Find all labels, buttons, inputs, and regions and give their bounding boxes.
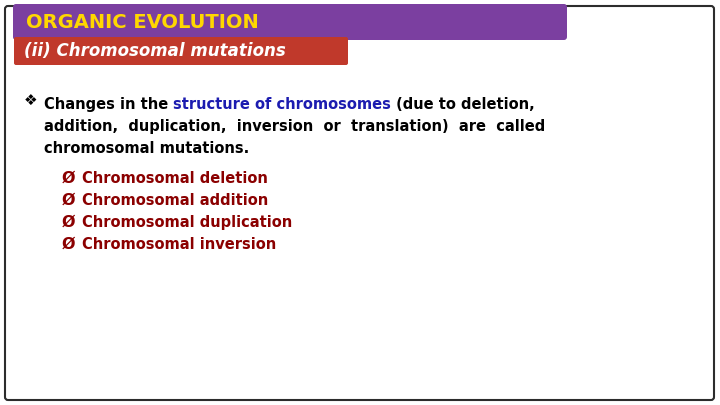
Text: (due to deletion,: (due to deletion, <box>391 97 535 112</box>
Text: (ii) Chromosomal mutations: (ii) Chromosomal mutations <box>24 42 286 60</box>
Text: ORGANIC EVOLUTION: ORGANIC EVOLUTION <box>26 13 258 32</box>
Text: Chromosomal deletion: Chromosomal deletion <box>82 171 268 186</box>
FancyBboxPatch shape <box>5 6 714 400</box>
Text: Ø: Ø <box>62 237 76 252</box>
Text: structure of chromosomes: structure of chromosomes <box>174 97 391 112</box>
Text: Chromosomal addition: Chromosomal addition <box>82 193 269 208</box>
FancyBboxPatch shape <box>14 37 348 65</box>
Text: Ø: Ø <box>62 215 76 230</box>
Text: Changes in the: Changes in the <box>44 97 174 112</box>
Text: chromosomal mutations.: chromosomal mutations. <box>44 141 249 156</box>
Text: addition,  duplication,  inversion  or  translation)  are  called: addition, duplication, inversion or tran… <box>44 119 545 134</box>
Text: ❖: ❖ <box>24 92 37 107</box>
Text: Ø: Ø <box>62 171 76 186</box>
Text: Ø: Ø <box>62 193 76 208</box>
FancyBboxPatch shape <box>13 4 567 40</box>
Text: Chromosomal inversion: Chromosomal inversion <box>82 237 276 252</box>
Text: Chromosomal duplication: Chromosomal duplication <box>82 215 292 230</box>
